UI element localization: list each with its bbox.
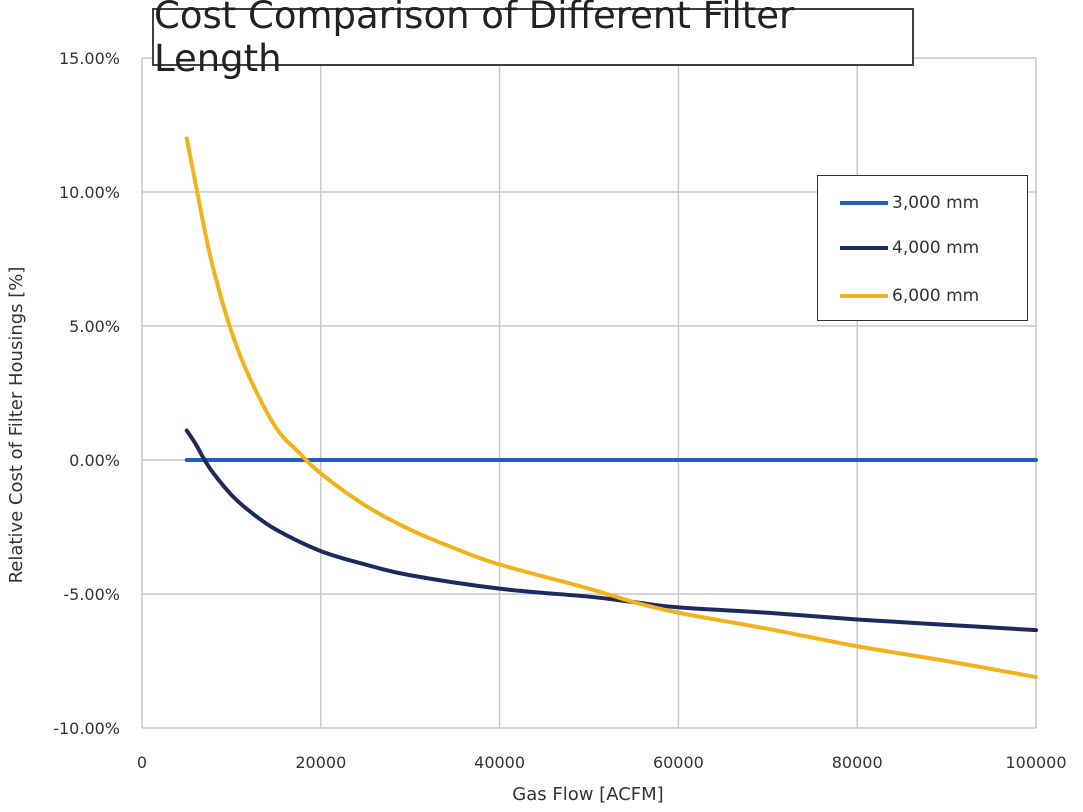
x-axis-label: Gas Flow [ACFM] [512,784,663,805]
chart-title: Cost Comparison of Different Filter Leng… [152,0,914,80]
x-tick-labels: 0 20000 40000 60000 80000 100000 [137,753,1067,772]
legend-swatch-3000 [840,201,888,205]
legend-item-4000: 4,000 mm [840,238,979,258]
y-axis-label: Relative Cost of Filter Housings [%] [6,267,27,584]
series-lines [184,136,1038,680]
legend-item-3000: 3,000 mm [840,193,979,213]
x-tick-label: 0 [137,753,147,772]
y-tick-label: -10.00% [53,719,120,738]
y-tick-label: -5.00% [63,585,120,604]
series-line-6000mm [184,136,1038,680]
y-tick-labels: 15.00% 10.00% 5.00% 0.00% -5.00% -10.00% [53,49,120,738]
legend-label-3000: 3,000 mm [892,193,980,213]
x-tick-label: 100000 [1005,753,1066,772]
y-tick-label: 0.00% [69,451,120,470]
x-tick-label: 80000 [832,753,883,772]
legend-label-6000: 6,000 mm [892,286,980,306]
x-tick-label: 40000 [474,753,525,772]
legend: 3,000 mm 4,000 mm 6,000 mm [817,175,1028,321]
y-tick-label: 15.00% [59,49,120,68]
grid-lines [141,57,1037,729]
x-tick-label: 60000 [653,753,704,772]
legend-swatch-6000 [840,294,888,298]
y-tick-label: 5.00% [69,317,120,336]
series-line-4000mm [184,428,1038,633]
legend-swatch-4000 [840,246,888,250]
legend-label-4000: 4,000 mm [892,238,980,258]
x-tick-label: 20000 [295,753,346,772]
legend-item-6000: 6,000 mm [840,286,979,306]
y-tick-label: 10.00% [59,183,120,202]
